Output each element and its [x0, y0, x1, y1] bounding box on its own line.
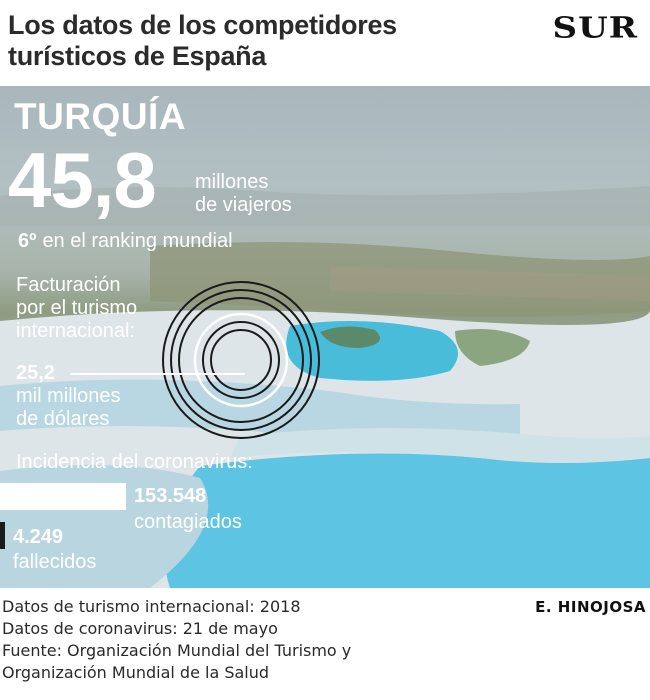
circle-ring-2: [170, 289, 312, 431]
revenue-label-line-2: por el turismo: [16, 297, 138, 319]
revenue-value: 25,2: [16, 362, 55, 384]
footer-line-3: Fuente: Organización Mundial del Turismo…: [2, 641, 352, 660]
travelers-unit-line-1: millones: [195, 171, 269, 193]
rank-label: en el ranking mundial: [42, 230, 233, 252]
title-line-2: turísticos de España: [8, 41, 267, 71]
footer-notes: Datos de turismo internacional: 2018 Dat…: [2, 596, 351, 684]
circle-ring-4: [202, 321, 280, 399]
revenue-circles-graphic: [162, 281, 320, 439]
country-name: TURQUÍA: [14, 96, 187, 137]
circle-ring-3: [178, 297, 304, 423]
cases-bar: [0, 483, 126, 510]
covid-title: Incidencia del coronavirus:: [16, 451, 253, 473]
header: Los datos de los competidores turísticos…: [0, 0, 650, 86]
revenue-value-block: 25,2 mil millones de dólares: [16, 362, 120, 431]
footer-line-1: Datos de turismo internacional: 2018: [2, 597, 301, 616]
revenue-unit-line-2: de dólares: [16, 408, 110, 430]
circle-ring-1: [162, 281, 320, 439]
revenue-label: Facturación por el turismo internacional…: [16, 274, 137, 343]
travelers-unit-line-2: de viajeros: [195, 194, 292, 216]
footer-line-4: Organización Mundial de la Salud: [2, 663, 270, 682]
cases-value: 153.548: [134, 485, 207, 507]
landscape-illustration: [0, 186, 650, 588]
page-title: Los datos de los competidores turísticos…: [8, 10, 508, 72]
author-credit: E. HINOJOSA: [535, 598, 646, 616]
revenue-connector-line: [70, 373, 245, 375]
footer-line-2: Datos de coronavirus: 21 de mayo: [2, 619, 278, 638]
revenue-unit-line-1: mil millones: [16, 385, 121, 407]
deaths-value: 4.249: [13, 526, 64, 548]
background-photo: [0, 86, 650, 588]
cases-label: contagiados: [134, 511, 242, 533]
title-line-1: Los datos de los competidores: [8, 10, 397, 40]
sur-logo: SUR: [552, 11, 638, 45]
ranking: 6º en el ranking mundial: [18, 230, 233, 253]
travelers-value: 45,8: [8, 136, 157, 224]
travelers-unit: millones de viajeros: [195, 171, 292, 217]
deaths-label: fallecidos: [13, 551, 97, 573]
circle-ring-highlight: [193, 312, 289, 408]
revenue-label-line-1: Facturación: [16, 274, 121, 296]
circle-ring-5: [210, 329, 272, 391]
rank-value: 6º: [18, 230, 37, 252]
deaths-bar: [0, 522, 5, 549]
revenue-label-line-3: internacional:: [16, 320, 135, 342]
